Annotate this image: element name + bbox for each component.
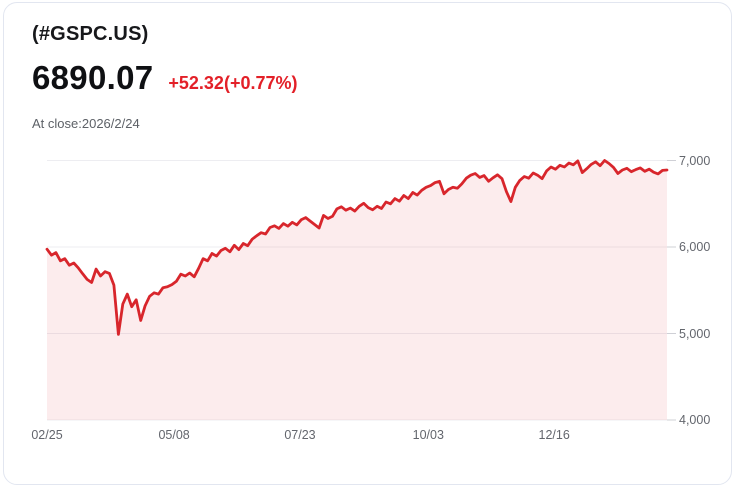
area-fill (47, 160, 667, 420)
x-axis-label: 02/25 (31, 428, 63, 442)
price-chart[interactable]: 7,000 6,000 5,000 4,000 02/25 05/08 07/23 10/03… (4, 3, 736, 491)
x-axis-label: 05/08 (158, 428, 190, 442)
y-axis-label: 5,000 (679, 326, 711, 341)
x-axis-label: 10/03 (412, 428, 444, 442)
price-line[interactable] (45, 159, 669, 336)
y-axis-label: 4,000 (679, 413, 711, 427)
price-row: 6890.07 +52.32(+0.77%) (32, 59, 297, 97)
price-change: +52.32(+0.77%) (168, 73, 298, 93)
as-of-label: At close:2026/2/24 (32, 116, 140, 131)
quote-card: (#GSPC.US) 6890.07 +52.32(+0.77%) At clo… (3, 2, 732, 485)
x-axis-label: 12/16 (538, 428, 570, 442)
last-price: 6890.07 (32, 59, 154, 96)
x-axis-label: 07/23 (284, 428, 316, 442)
y-axis-label: 6,000 (679, 240, 711, 254)
chart-canvas[interactable] (4, 3, 736, 491)
y-axis-label: 7,000 (679, 153, 711, 168)
symbol-title: (#GSPC.US) (32, 23, 149, 45)
